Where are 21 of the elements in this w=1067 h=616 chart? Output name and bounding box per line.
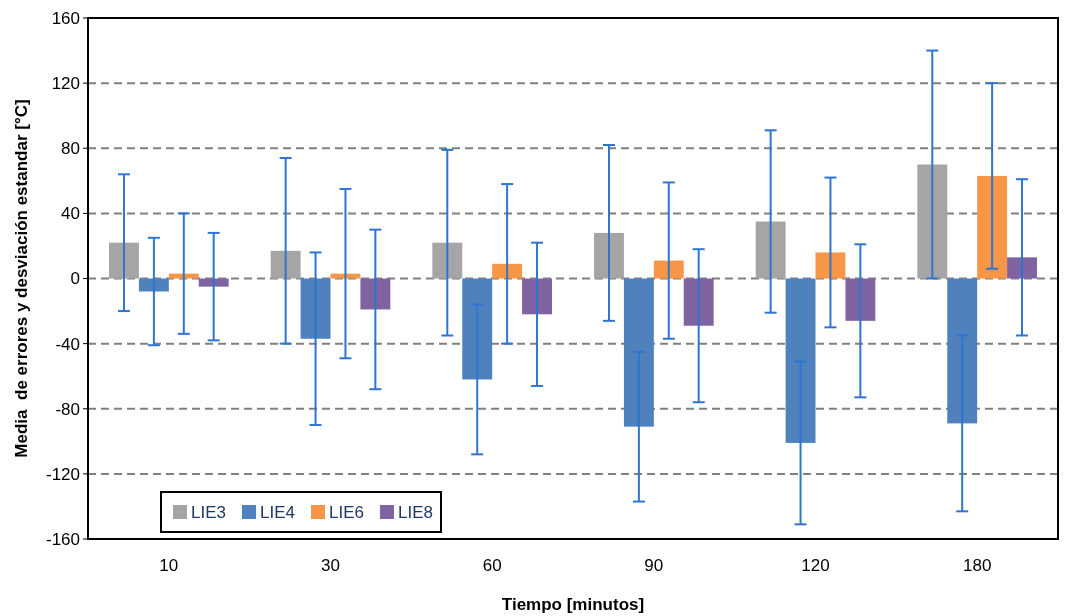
y-tick-label: -40 [55, 334, 80, 354]
y-tick-label: 160 [51, 8, 80, 28]
y-axis-title: Media de errores y desviación estandar [°C] [12, 99, 31, 458]
y-tick-label: -80 [55, 399, 80, 419]
x-tick-label: 90 [644, 556, 664, 575]
legend-label: LIE3 [191, 502, 226, 522]
y-tick-label: 40 [61, 204, 80, 224]
x-axis-title: Tiempo [minutos] [501, 595, 645, 614]
legend-label: LIE6 [329, 502, 364, 522]
y-tick-label: -160 [45, 529, 80, 549]
y-tick-label: 80 [61, 139, 80, 159]
x-tick-label: 180 [962, 556, 992, 575]
x-tick-label: 10 [159, 556, 179, 575]
x-tick-label: 60 [482, 556, 502, 575]
legend-label: LIE8 [398, 502, 433, 522]
y-tick-label: -120 [45, 464, 80, 484]
y-tick-label: 120 [51, 74, 80, 94]
x-tick-label: 120 [801, 556, 830, 575]
legend-label: LIE4 [260, 502, 295, 522]
x-tick-label: 30 [321, 556, 340, 575]
y-tick-label: 0 [70, 269, 80, 289]
